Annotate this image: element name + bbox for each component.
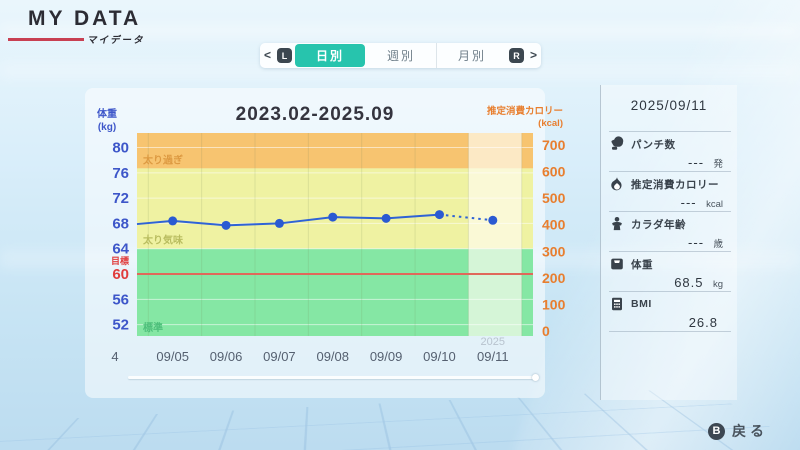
chevron-left-icon[interactable]: < bbox=[263, 48, 271, 62]
bmi-icon bbox=[609, 296, 625, 312]
chevron-right-icon[interactable]: > bbox=[529, 48, 537, 62]
x-tick: 09/09 bbox=[370, 349, 403, 364]
y-left-tick: 60 bbox=[112, 266, 129, 283]
background-streak bbox=[0, 26, 800, 36]
y-left-tick: 68 bbox=[112, 215, 129, 232]
y-left-tick: 80 bbox=[112, 140, 129, 157]
stat-bmi: BMI 26.8 bbox=[609, 291, 731, 332]
x-tick: 09/07 bbox=[263, 349, 296, 364]
zone-label: 太り過ぎ bbox=[142, 153, 183, 166]
y-right-tick: 100 bbox=[542, 296, 566, 312]
y-left-tick: 52 bbox=[112, 317, 129, 334]
zone-label: 太り気味 bbox=[142, 234, 183, 247]
flame-icon bbox=[609, 176, 625, 192]
goal-label: 目標 bbox=[111, 255, 129, 266]
x-tick: 09/11 bbox=[477, 349, 509, 364]
tab-daily[interactable]: 日別 bbox=[295, 44, 365, 67]
zone-band bbox=[137, 168, 533, 249]
data-point bbox=[168, 216, 178, 226]
y-left-axis-title: 体重 (kg) bbox=[97, 109, 117, 133]
punch-icon bbox=[609, 136, 625, 152]
tab-weekly[interactable]: 週別 bbox=[386, 49, 415, 63]
x-tick-clipped: 4 bbox=[111, 349, 118, 364]
app-header: MY DATA マイデータ bbox=[8, 7, 145, 46]
daily-detail-panel: 2025/09/11 パンチ数 --- 発 推定消費カロリー --- kcal bbox=[600, 85, 737, 400]
b-button-icon[interactable]: B bbox=[708, 422, 725, 440]
back-label: 戻る bbox=[732, 423, 768, 439]
y-right-tick: 0 bbox=[542, 323, 550, 339]
data-point bbox=[488, 215, 498, 225]
period-tabbar: < L 日別 週別 月別 R > bbox=[260, 43, 541, 68]
back-control[interactable]: B 戻る bbox=[708, 421, 768, 441]
page-subtitle: マイデータ bbox=[87, 35, 145, 46]
x-year-label: 2025 bbox=[481, 336, 505, 348]
y-left-tick: 64 bbox=[112, 241, 129, 258]
y-left-tick: 56 bbox=[112, 291, 129, 308]
background-streak bbox=[0, 64, 800, 78]
chart-scrollbar[interactable] bbox=[128, 374, 539, 381]
y-right-tick: 300 bbox=[542, 243, 566, 259]
data-point bbox=[328, 212, 338, 222]
y-right-tick: 600 bbox=[542, 164, 566, 180]
tab-monthly[interactable]: 月別 bbox=[436, 43, 507, 68]
y-right-axis-title: 推定消費カロリー (kcal) bbox=[486, 106, 563, 130]
stat-punch-count: パンチ数 --- 発 bbox=[609, 131, 731, 171]
data-point bbox=[221, 220, 231, 230]
highlight-column bbox=[468, 133, 522, 336]
r-shoulder-badge[interactable]: R bbox=[509, 48, 524, 63]
page-title: MY DATA bbox=[28, 7, 142, 30]
x-tick: 09/10 bbox=[423, 349, 456, 364]
title-underline bbox=[8, 37, 84, 41]
data-point bbox=[434, 210, 444, 220]
stat-weight: 体重 68.5 kg bbox=[609, 251, 731, 291]
y-right-tick: 400 bbox=[542, 217, 566, 233]
weight-line-dashed bbox=[439, 213, 493, 222]
x-tick: 09/05 bbox=[156, 349, 189, 364]
y-right-tick: 700 bbox=[542, 137, 566, 153]
weight-chart: 太り過ぎ太り気味標準8076726864605652目標700600500400… bbox=[111, 133, 566, 364]
body-age-icon bbox=[609, 216, 625, 232]
y-left-tick: 72 bbox=[112, 190, 129, 207]
y-right-tick: 500 bbox=[542, 190, 566, 206]
stat-body-age: カラダ年齢 --- 歳 bbox=[609, 211, 731, 251]
zone-label: 標準 bbox=[143, 321, 163, 334]
zone-band bbox=[137, 133, 533, 169]
selected-date: 2025/09/11 bbox=[630, 98, 708, 113]
l-shoulder-badge[interactable]: L bbox=[277, 48, 292, 63]
y-right-tick: 200 bbox=[542, 270, 566, 286]
data-point bbox=[274, 218, 284, 228]
data-point bbox=[381, 213, 391, 223]
weight-chart-card: 2023.02-2025.09 体重 (kg) 推定消費カロリー (kcal) … bbox=[85, 88, 566, 398]
x-tick: 09/08 bbox=[316, 349, 349, 364]
x-tick: 09/06 bbox=[210, 349, 243, 364]
stat-calories: 推定消費カロリー --- kcal bbox=[609, 171, 731, 211]
scale-icon bbox=[609, 256, 625, 272]
y-left-tick: 76 bbox=[112, 165, 129, 182]
chart-title: 2023.02-2025.09 bbox=[235, 104, 395, 125]
zone-band bbox=[137, 248, 533, 336]
